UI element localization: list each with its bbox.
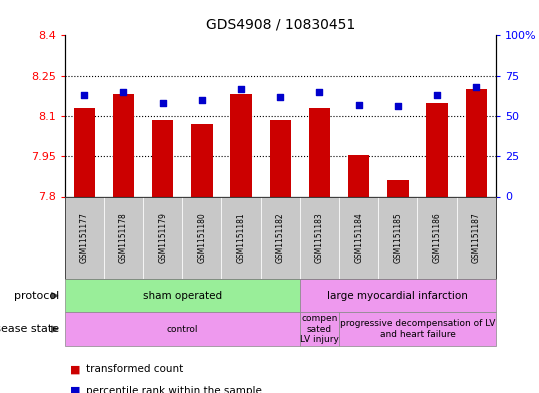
Text: GSM1151177: GSM1151177 [80,212,89,263]
Bar [426,103,448,196]
Title: GDS4908 / 10830451: GDS4908 / 10830451 [206,17,355,31]
Point [119,88,128,95]
Point [393,103,402,109]
Text: percentile rank within the sample: percentile rank within the sample [86,386,262,393]
Text: disease state: disease state [0,324,59,334]
Text: protocol: protocol [14,291,59,301]
Point [315,88,324,95]
Text: ■: ■ [70,364,80,375]
Text: compen
sated
LV injury: compen sated LV injury [300,314,339,344]
Point [237,85,245,92]
Point [276,94,285,100]
Bar [466,89,487,196]
Bar [152,120,174,196]
Point [354,101,363,108]
Text: GSM1151184: GSM1151184 [354,212,363,263]
Bar [348,155,369,196]
Bar [230,94,252,196]
Bar [387,180,409,196]
Text: large myocardial infarction: large myocardial infarction [328,291,468,301]
Point [158,100,167,106]
Text: progressive decompensation of LV
and heart failure: progressive decompensation of LV and hea… [340,320,495,339]
Text: GSM1151180: GSM1151180 [197,212,206,263]
Text: GSM1151183: GSM1151183 [315,212,324,263]
Text: GSM1151185: GSM1151185 [393,212,403,263]
Bar [191,124,213,196]
Text: GSM1151181: GSM1151181 [237,213,246,263]
Bar [73,108,95,196]
Bar [309,108,330,196]
Point [433,92,441,98]
Point [198,97,206,103]
Text: ■: ■ [70,386,80,393]
Text: GSM1151187: GSM1151187 [472,212,481,263]
Text: transformed count: transformed count [86,364,183,375]
Bar [270,120,291,196]
Text: control: control [167,325,198,334]
Text: sham operated: sham operated [143,291,222,301]
Bar [113,94,134,196]
Point [472,84,481,90]
Text: GSM1151179: GSM1151179 [158,212,167,263]
Text: GSM1151182: GSM1151182 [276,213,285,263]
Point [80,92,88,98]
Text: GSM1151178: GSM1151178 [119,212,128,263]
Text: GSM1151186: GSM1151186 [433,212,441,263]
